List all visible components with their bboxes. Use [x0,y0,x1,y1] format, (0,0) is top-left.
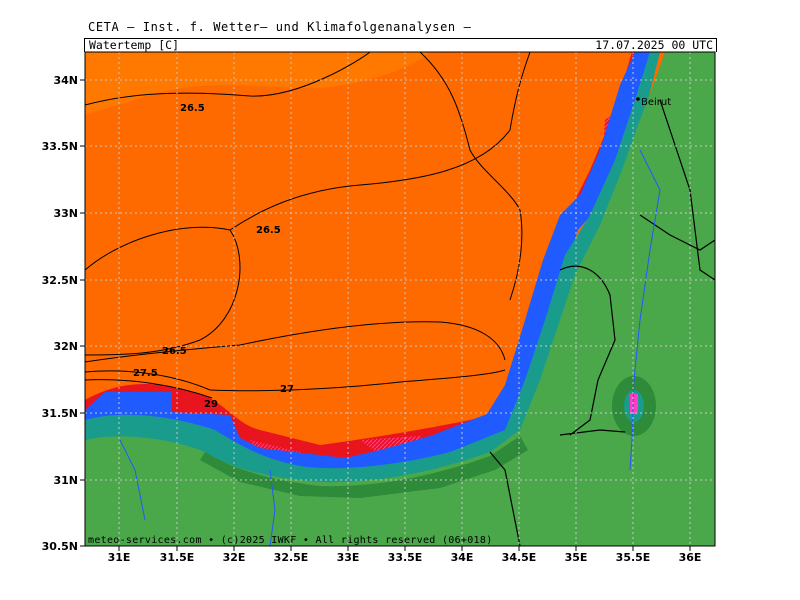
lake-anomaly-core [630,394,638,414]
parameter-label: Watertemp [C] [89,38,180,52]
land-area [85,52,715,546]
map-header-bar: Watertemp [C] 17.07.2025 00 UTC [84,38,717,52]
lat-lon-grid [85,52,715,546]
city-marker [636,97,640,101]
isotherm-contours [85,52,531,399]
lon-tick-label: 31E [108,551,131,564]
lon-tick-label: 33E [337,551,360,564]
lat-tick-label: 32N [53,340,78,353]
lat-tick-label: 34N [53,74,78,87]
credits-footer: meteo-services.com • (c)2025 IWKF • All … [88,535,493,546]
map-area: 26.5 26.5 26.5 27.5 27 29 Beirut [85,52,715,546]
lat-tick-label: 31.5N [42,407,78,420]
chart-title: CETA — Inst. f. Wetter— und Klimafolgena… [88,20,472,34]
lon-tick-label: 34.5E [502,551,537,564]
contour-label: 27 [280,384,294,395]
tick-marks [80,79,691,551]
valid-time-label: 17.07.2025 00 UTC [595,38,713,52]
lon-tick-label: 36E [679,551,702,564]
lon-tick-label: 32E [223,551,246,564]
lat-tick-label: 30.5N [42,540,78,553]
map-frame [84,51,716,547]
rivers [119,149,661,546]
lat-tick-label: 33.5N [42,140,78,153]
lon-tick-label: 33.5E [388,551,423,564]
city-label-beirut: Beirut [641,97,671,108]
lon-tick-label: 32.5E [274,551,309,564]
northern-sea-band [85,52,430,115]
lon-tick-label: 34E [451,551,474,564]
lon-tick-label: 35E [565,551,588,564]
country-borders [489,99,715,546]
contour-label: 27.5 [133,368,158,379]
contour-label: 26.5 [180,103,205,114]
land-coastal-shade [200,436,528,498]
lat-tick-label: 31N [53,474,78,487]
contour-label: 29 [204,399,218,410]
contour-label: 26.5 [256,225,281,236]
lat-tick-label: 32.5N [42,274,78,287]
lon-tick-label: 35.5E [616,551,651,564]
contour-label: 26.5 [162,346,187,357]
lat-tick-label: 33N [53,207,78,220]
lon-tick-label: 31.5E [160,551,195,564]
